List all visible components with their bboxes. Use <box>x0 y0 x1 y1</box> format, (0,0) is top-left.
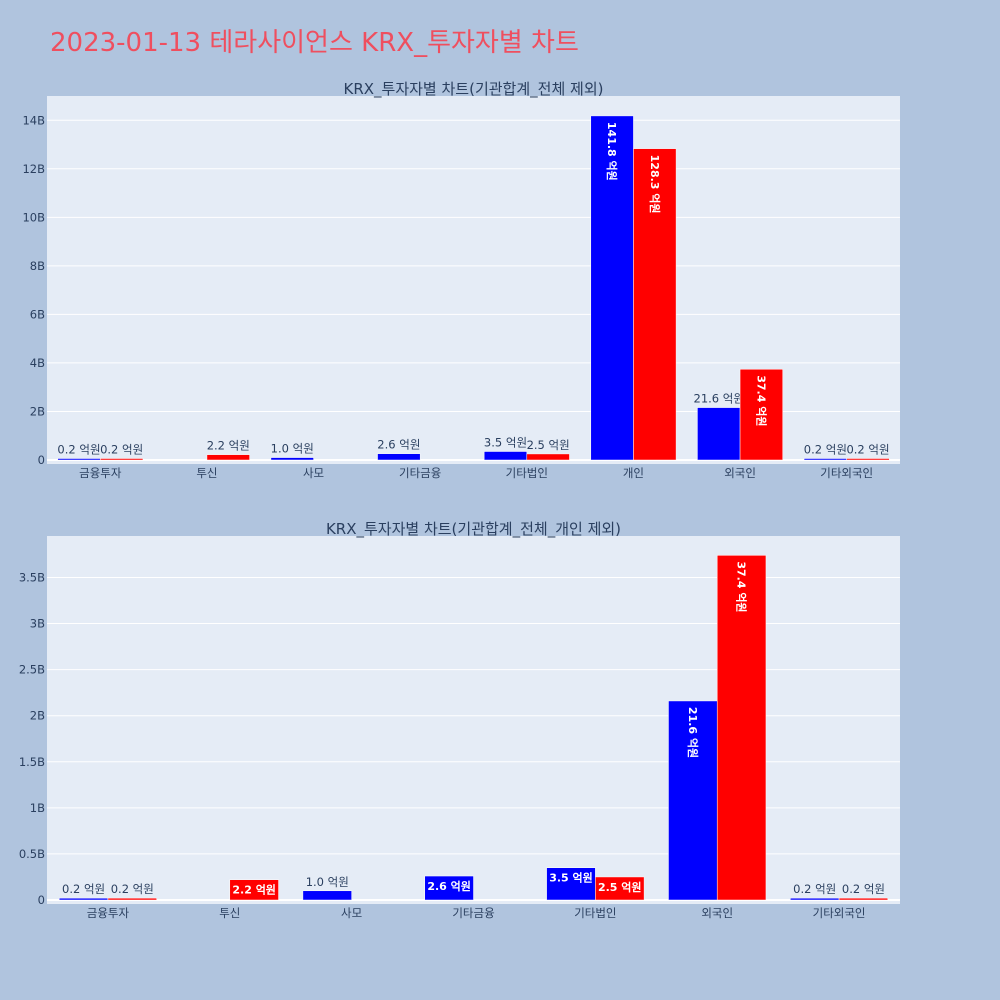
buy-bar <box>483 451 528 461</box>
data-label: 37.4 억원 <box>735 561 749 612</box>
data-label: 0.2 억원 <box>804 443 847 457</box>
x-tick-label: 기타외국인 <box>813 906 866 920</box>
data-label: 2.6 억원 <box>427 879 471 893</box>
y-tick-label: 1B <box>30 801 45 815</box>
buy-bar <box>302 890 352 901</box>
y-tick-label: 0 <box>38 893 45 907</box>
data-label: 21.6 억원 <box>686 707 700 758</box>
sell-bar <box>739 368 783 461</box>
sell-bar <box>846 458 890 461</box>
data-label: 3.5 억원 <box>549 871 593 885</box>
sell-bar <box>716 555 767 901</box>
sell-bar <box>229 879 279 901</box>
page-title: 2023-01-13 테라사이언스 KRX_투자자별 차트 <box>50 28 579 58</box>
x-tick-label: 외국인 <box>701 906 733 920</box>
sell-bar <box>633 148 677 461</box>
sell-bar <box>838 897 889 901</box>
data-label: 1.0 억원 <box>306 875 349 889</box>
buy-bar <box>270 457 314 461</box>
data-label: 0.2 억원 <box>842 882 885 896</box>
data-label: 0.2 억원 <box>111 882 154 896</box>
data-label: 0.2 억원 <box>793 882 836 896</box>
x-tick-label: 투신 <box>196 466 217 480</box>
buy-bar <box>377 453 421 461</box>
x-tick-label: 금융투자 <box>87 906 130 920</box>
sell-bar <box>206 454 250 461</box>
y-tick-label: 2B <box>30 404 45 418</box>
buy-bar <box>546 867 596 901</box>
y-tick-label: 2.5B <box>19 663 45 677</box>
x-tick-label: 기타법인 <box>506 466 548 480</box>
chart-title: KRX_투자자별 차트(기관합계_전체 제외) <box>344 80 604 99</box>
y-tick-label: 12B <box>22 162 45 176</box>
y-tick-label: 1.5B <box>19 755 45 769</box>
buy-bar <box>803 458 847 461</box>
buy-bar <box>424 875 474 901</box>
data-label: 21.6 억원 <box>694 392 744 406</box>
x-tick-label: 기타법인 <box>574 906 616 920</box>
sell-bar <box>526 453 570 461</box>
x-tick-label: 사모 <box>303 466 324 480</box>
x-tick-label: 개인 <box>623 466 644 480</box>
data-label: 3.5 억원 <box>484 436 527 450</box>
chart-2: KRX_투자자별 차트(기관합계_전체_개인 제외) 0 0.5B 1B 1.5B 2B 2… <box>19 520 900 920</box>
x-tick-label: 금융투자 <box>79 466 122 480</box>
y-tick-label: 3.5B <box>19 570 45 584</box>
x-tick-label: 기타외국인 <box>820 466 873 480</box>
y-tick-label: 2B <box>30 709 45 723</box>
data-label: 2.5 억원 <box>598 880 642 894</box>
data-label: 1.0 억원 <box>271 442 314 456</box>
x-tick-label: 기타금융 <box>452 906 494 920</box>
plot-area <box>47 536 900 904</box>
data-label: 0.2 억원 <box>57 443 100 457</box>
chart-1: KRX_투자자별 차트(기관합계_전체 제외) 0 2B 4B 6B 8B 10B 12B 14… <box>22 80 900 480</box>
data-label: 2.2 억원 <box>207 439 250 453</box>
data-label: 2.5 억원 <box>527 438 570 452</box>
data-label: 0.2 억원 <box>100 443 143 457</box>
buy-bar <box>57 458 101 461</box>
data-label: 0.2 억원 <box>846 443 889 457</box>
sell-bar <box>100 458 144 461</box>
y-tick-label: 10B <box>22 210 45 224</box>
data-label: 2.2 억원 <box>232 883 276 897</box>
x-tick-label: 사모 <box>341 906 362 920</box>
y-tick-label: 0.5B <box>19 847 45 861</box>
x-tick-label: 외국인 <box>724 466 756 480</box>
buy-bar <box>668 700 718 901</box>
y-tick-label: 3B <box>30 617 45 631</box>
x-tick-label: 기타금융 <box>399 466 441 480</box>
y-tick-label: 4B <box>30 356 45 370</box>
y-tick-label: 14B <box>22 113 45 127</box>
data-label: 128.3 억원 <box>648 155 662 214</box>
y-tick-label: 8B <box>30 259 45 273</box>
buy-bar <box>58 897 109 901</box>
buy-bar <box>790 897 840 901</box>
data-label: 37.4 억원 <box>754 375 768 426</box>
data-label: 141.8 억원 <box>605 122 619 181</box>
data-label: 0.2 억원 <box>62 882 105 896</box>
y-tick-label: 0 <box>38 453 45 467</box>
buy-bar <box>697 407 741 461</box>
y-tick-label: 6B <box>30 307 45 321</box>
sell-bar <box>595 876 645 901</box>
sell-bar <box>107 897 157 901</box>
data-label: 2.6 억원 <box>377 438 420 452</box>
chart-title: KRX_투자자별 차트(기관합계_전체_개인 제외) <box>326 520 621 539</box>
x-tick-label: 투신 <box>219 906 240 920</box>
